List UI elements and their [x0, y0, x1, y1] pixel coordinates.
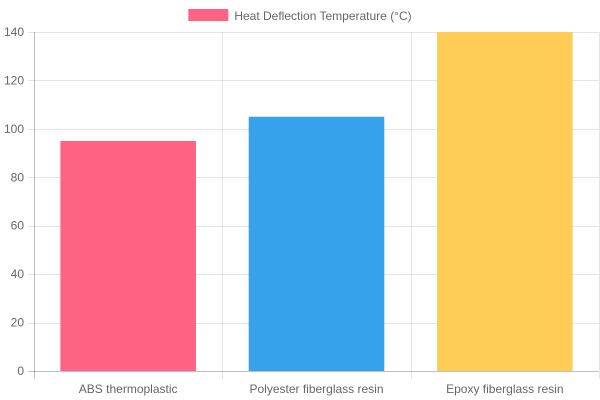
y-tick-label: 40: [11, 267, 25, 281]
x-tick-label: Epoxy fiberglass resin: [446, 382, 563, 396]
axes: 0 20 40 60 80 100 120 140 ABS thermoplastic Polye…: [4, 25, 564, 396]
legend-swatch: [188, 9, 229, 21]
y-tick-label: 80: [11, 170, 25, 184]
bar[interactable]: [60, 140, 196, 371]
bars: [60, 32, 573, 371]
y-tick-label: 140: [4, 25, 24, 39]
bar[interactable]: [437, 32, 573, 371]
x-tick-label: Polyester fiberglass resin: [249, 382, 383, 396]
y-tick-label: 100: [4, 122, 24, 136]
bar[interactable]: [248, 116, 385, 371]
y-tick-label: 0: [17, 364, 24, 378]
x-tick-label: ABS thermoplastic: [79, 382, 178, 396]
y-tick-label: 120: [4, 73, 24, 87]
y-tick-label: 60: [11, 219, 25, 233]
y-tick-label: 20: [11, 316, 25, 330]
legend-label: Heat Deflection Temperature (°C): [234, 9, 411, 23]
legend[interactable]: Heat Deflection Temperature (°C): [188, 9, 412, 23]
